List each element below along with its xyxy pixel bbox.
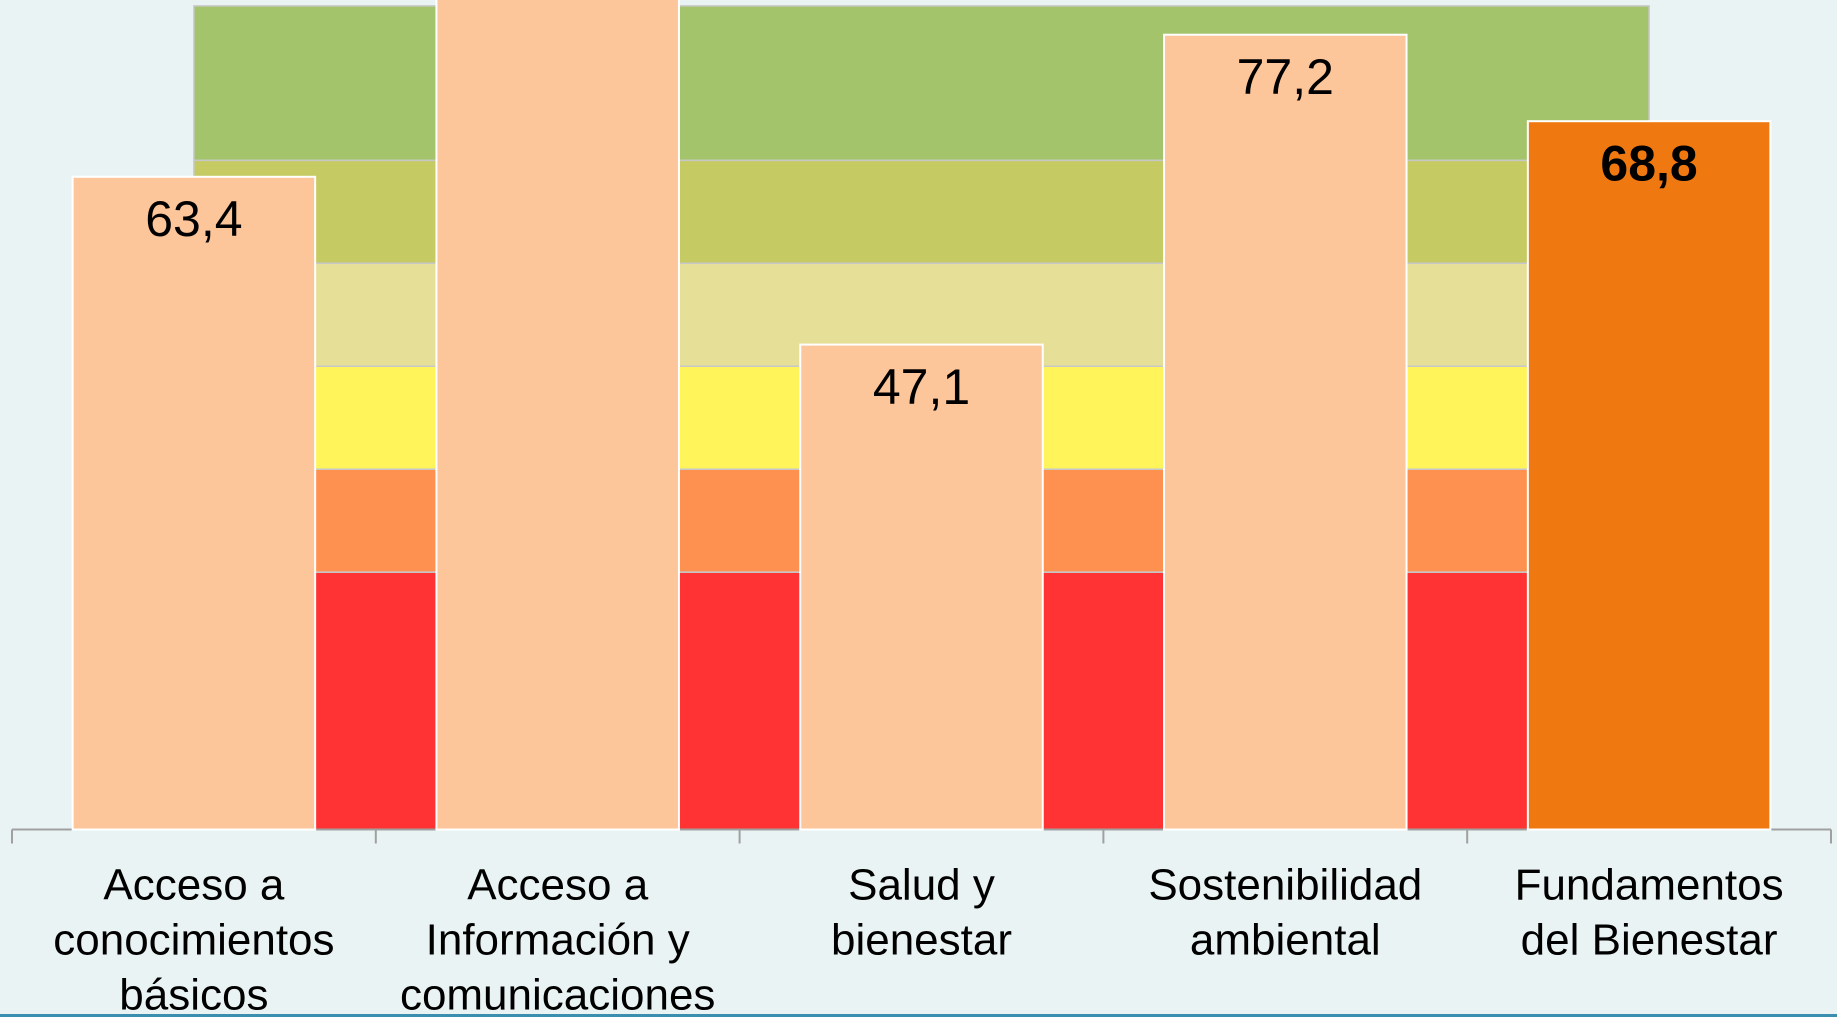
x-tick-label: Sostenibilidad [1148, 861, 1422, 910]
value-label: 77,2 [1237, 49, 1334, 105]
value-label: 68,8 [1600, 135, 1697, 191]
bar [799, 343, 1044, 831]
x-tick-label: bienestar [831, 916, 1012, 965]
x-tick-label: básicos [119, 971, 268, 1017]
x-tick-label: ambiental [1190, 916, 1381, 965]
x-tick-label: conocimientos [53, 916, 334, 965]
band [193, 5, 1650, 162]
x-tick-label: del Bienestar [1521, 916, 1778, 965]
bar [1526, 120, 1772, 831]
bar [71, 175, 317, 831]
value-label: 47,1 [873, 359, 970, 415]
x-tick-label: Acceso a [467, 861, 649, 910]
band [193, 159, 1650, 265]
bar [1163, 33, 1408, 831]
x-tick-label: Información y [426, 916, 690, 965]
x-tick-label: Acceso a [103, 861, 285, 910]
bar [435, 0, 680, 831]
x-tick-label: Fundamentos [1515, 861, 1784, 910]
value-label: 63,4 [145, 191, 242, 247]
x-tick-label: Salud y [848, 861, 995, 910]
x-tick-label: comunicaciones [400, 971, 716, 1017]
